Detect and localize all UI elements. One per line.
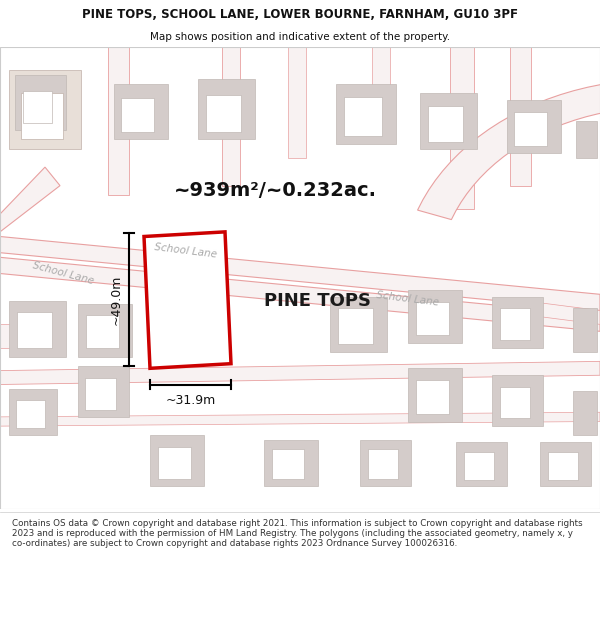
- Polygon shape: [0, 167, 60, 236]
- Polygon shape: [548, 452, 578, 480]
- Polygon shape: [464, 452, 494, 480]
- Polygon shape: [420, 93, 477, 149]
- Polygon shape: [344, 97, 382, 136]
- Polygon shape: [492, 375, 543, 426]
- Polygon shape: [16, 400, 45, 429]
- Polygon shape: [9, 70, 81, 149]
- Polygon shape: [15, 74, 66, 130]
- Polygon shape: [492, 297, 543, 348]
- Polygon shape: [108, 47, 129, 195]
- Polygon shape: [510, 47, 531, 186]
- Text: ~49.0m: ~49.0m: [109, 274, 122, 325]
- Polygon shape: [336, 84, 396, 144]
- Text: ~939m²/~0.232ac.: ~939m²/~0.232ac.: [174, 181, 377, 200]
- Polygon shape: [78, 366, 129, 417]
- Polygon shape: [416, 302, 449, 335]
- Text: School Lane: School Lane: [376, 290, 440, 308]
- Polygon shape: [0, 258, 600, 331]
- Polygon shape: [86, 315, 119, 348]
- Polygon shape: [573, 391, 597, 436]
- Polygon shape: [514, 112, 547, 146]
- Polygon shape: [450, 47, 474, 209]
- Polygon shape: [507, 100, 561, 153]
- Text: ~31.9m: ~31.9m: [166, 394, 215, 408]
- Polygon shape: [500, 387, 530, 418]
- Text: PINE TOPS, SCHOOL LANE, LOWER BOURNE, FARNHAM, GU10 3PF: PINE TOPS, SCHOOL LANE, LOWER BOURNE, FA…: [82, 8, 518, 21]
- Polygon shape: [0, 324, 30, 348]
- Polygon shape: [408, 290, 462, 343]
- Polygon shape: [198, 79, 255, 139]
- Polygon shape: [150, 436, 204, 486]
- Polygon shape: [272, 449, 304, 479]
- Polygon shape: [121, 98, 154, 132]
- Polygon shape: [17, 312, 52, 348]
- Polygon shape: [428, 106, 463, 142]
- Polygon shape: [21, 93, 63, 139]
- Polygon shape: [338, 308, 373, 344]
- Polygon shape: [114, 84, 168, 139]
- Polygon shape: [144, 232, 231, 368]
- Polygon shape: [500, 308, 530, 339]
- Polygon shape: [288, 47, 306, 158]
- Polygon shape: [85, 378, 116, 410]
- Polygon shape: [9, 301, 66, 357]
- Polygon shape: [576, 121, 597, 158]
- Polygon shape: [0, 361, 600, 384]
- Text: School Lane: School Lane: [154, 242, 218, 259]
- Polygon shape: [206, 94, 241, 132]
- Polygon shape: [360, 440, 411, 486]
- Text: Map shows position and indicative extent of the property.: Map shows position and indicative extent…: [150, 31, 450, 41]
- Polygon shape: [408, 368, 462, 421]
- Polygon shape: [416, 381, 449, 414]
- Polygon shape: [372, 47, 390, 93]
- Polygon shape: [330, 297, 387, 352]
- Polygon shape: [573, 308, 597, 352]
- Polygon shape: [368, 449, 398, 479]
- Polygon shape: [540, 442, 591, 486]
- Polygon shape: [23, 91, 52, 123]
- Polygon shape: [222, 47, 240, 186]
- Polygon shape: [158, 447, 191, 479]
- Polygon shape: [456, 442, 507, 486]
- Polygon shape: [264, 440, 318, 486]
- Polygon shape: [0, 236, 600, 311]
- Text: PINE TOPS: PINE TOPS: [265, 292, 371, 310]
- Polygon shape: [0, 412, 600, 426]
- Polygon shape: [9, 389, 57, 436]
- Text: Contains OS data © Crown copyright and database right 2021. This information is : Contains OS data © Crown copyright and d…: [12, 519, 583, 548]
- Text: School Lane: School Lane: [31, 261, 95, 286]
- Polygon shape: [528, 301, 600, 324]
- Polygon shape: [418, 82, 600, 219]
- Polygon shape: [78, 304, 132, 357]
